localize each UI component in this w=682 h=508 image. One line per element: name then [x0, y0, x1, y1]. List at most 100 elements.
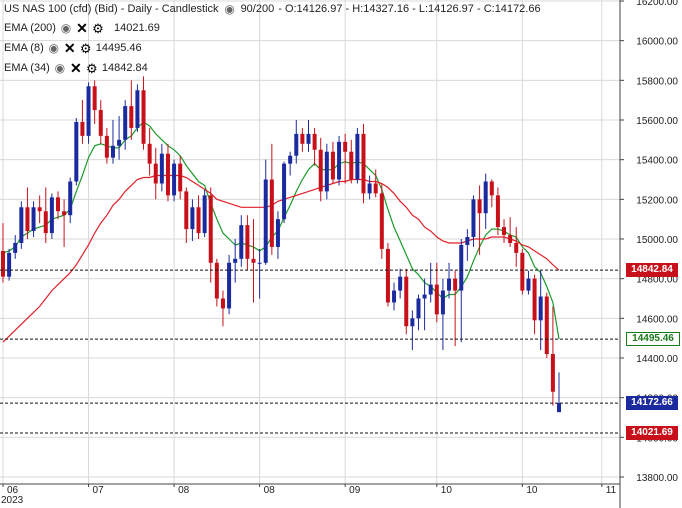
- close-icon[interactable]: ✕: [76, 19, 88, 36]
- candle-body: [153, 163, 158, 184]
- candle-body: [129, 106, 134, 128]
- candle-body: [526, 278, 531, 291]
- candle-body: [227, 262, 232, 309]
- candle-body: [483, 181, 488, 214]
- gear-icon[interactable]: ⚙: [92, 20, 104, 36]
- candle-body: [312, 133, 317, 150]
- eye-icon[interactable]: ◉: [48, 40, 59, 55]
- candle-body: [349, 151, 354, 180]
- y-tick-label: 15000.00: [636, 235, 678, 246]
- y-tick-label: 14600.00: [636, 314, 678, 325]
- candle-body: [147, 143, 152, 164]
- candle-body: [245, 225, 250, 259]
- price-tag: 14172.66: [626, 396, 678, 411]
- candle-body: [110, 145, 115, 158]
- candle-body: [428, 284, 433, 295]
- candle-body: [288, 155, 293, 164]
- candle-body: [257, 262, 262, 264]
- candle-body: [361, 133, 366, 194]
- candle-body: [104, 135, 109, 158]
- legend-ema-200: EMA (200) ◉ ✕ ⚙ 14021.69: [4, 19, 160, 36]
- candle-body: [117, 139, 122, 146]
- candle-body: [398, 276, 403, 291]
- x-tick-label: 08: [264, 485, 276, 496]
- candle-body: [31, 207, 36, 232]
- candle-body: [471, 199, 476, 238]
- candle-body: [324, 151, 329, 192]
- candle-body: [43, 211, 48, 234]
- candle-body: [1, 250, 5, 277]
- candle-body: [318, 149, 323, 192]
- candle-body: [251, 258, 256, 263]
- candle-body: [190, 207, 195, 230]
- candle-body: [25, 207, 30, 232]
- candle-body: [385, 248, 390, 303]
- candle-body: [68, 181, 73, 216]
- candle-body: [19, 207, 24, 243]
- candle-body: [453, 278, 458, 291]
- y-tick-label: 15800.00: [636, 76, 678, 87]
- candle-body: [86, 86, 91, 136]
- candle-body: [557, 403, 562, 413]
- candle-body: [544, 296, 549, 355]
- y-tick-label: 15600.00: [636, 116, 678, 127]
- legend-value: 14495.46: [95, 42, 142, 54]
- candle-body: [80, 121, 85, 136]
- candle-body: [74, 121, 79, 182]
- candle-body: [239, 225, 244, 259]
- candle-body: [13, 242, 18, 253]
- candle-body: [520, 252, 525, 291]
- y-tick-label: 16000.00: [636, 37, 678, 48]
- candles: [1, 76, 562, 413]
- candle-body: [502, 227, 507, 236]
- candle-body: [306, 133, 311, 144]
- candle-body: [550, 354, 555, 392]
- candle-body: [49, 197, 54, 234]
- candle-body: [172, 163, 177, 196]
- x-tick-label: 07: [93, 485, 105, 496]
- candle-body: [220, 298, 225, 309]
- candle-body: [98, 110, 103, 136]
- candle-body: [294, 133, 299, 156]
- price-tag: 14495.46: [626, 332, 680, 347]
- price-tag: 14842.84: [626, 263, 678, 278]
- bars-count: 90/200: [240, 3, 275, 15]
- y-tick-label: 14800.00: [636, 275, 678, 286]
- candle-body: [422, 294, 427, 299]
- eye-icon[interactable]: ◉: [54, 60, 66, 75]
- candle-body: [330, 151, 335, 180]
- candle-body: [532, 278, 537, 321]
- gear-icon[interactable]: ⚙: [86, 60, 98, 76]
- close-icon[interactable]: ✕: [63, 39, 76, 56]
- candle-body: [355, 133, 360, 180]
- eye-icon[interactable]: ◉: [224, 1, 235, 16]
- candle-body: [196, 207, 201, 234]
- candle-body: [367, 183, 372, 194]
- candle-body: [275, 219, 280, 247]
- candle-body: [263, 179, 268, 263]
- candle-body: [477, 199, 482, 214]
- legend-value: 14842.84: [101, 62, 148, 74]
- eye-icon[interactable]: ◉: [60, 20, 72, 35]
- legend-ema-34: EMA (34) ◉ ✕ ⚙ 14842.84: [4, 59, 148, 76]
- close-icon[interactable]: ✕: [69, 59, 82, 76]
- candle-body: [379, 193, 384, 249]
- candle-body: [165, 153, 170, 196]
- candle-body: [214, 262, 219, 299]
- x-tick-label: 11: [606, 485, 617, 496]
- candle-body: [465, 237, 470, 245]
- y-tick-label: 15400.00: [636, 156, 678, 167]
- y-tick-label: 16200.00: [636, 0, 678, 8]
- price-tag: 14021.69: [626, 426, 678, 441]
- candle-body: [123, 106, 128, 140]
- candle-body: [410, 318, 415, 327]
- gear-icon[interactable]: ⚙: [79, 40, 92, 56]
- candle-body: [141, 90, 146, 144]
- x-tick-label: 09: [349, 485, 361, 496]
- candle-body: [135, 90, 140, 128]
- candle-body: [495, 195, 500, 228]
- candle-body: [178, 163, 183, 192]
